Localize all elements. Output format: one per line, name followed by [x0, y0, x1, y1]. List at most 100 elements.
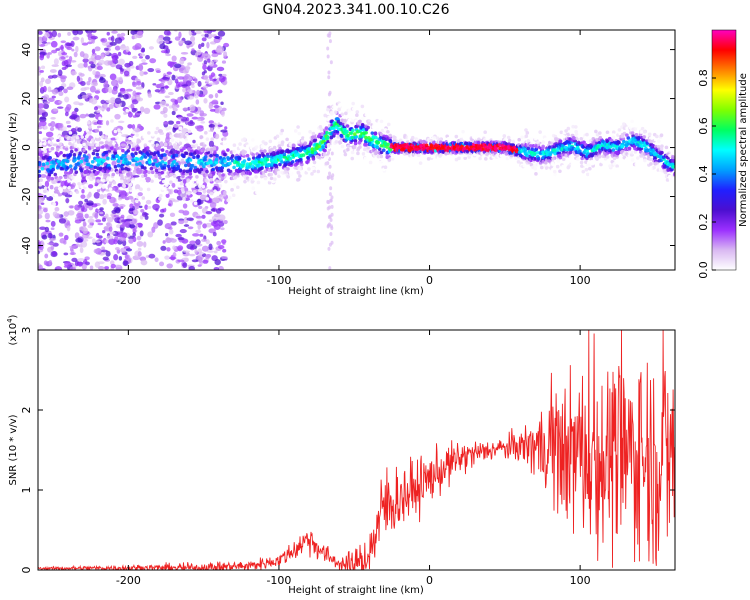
spectrogram-cell	[574, 125, 578, 129]
spectrogram-cell	[114, 113, 121, 120]
spectrogram-cell	[337, 103, 342, 108]
spectrogram-cell	[213, 105, 220, 109]
spectrogram-cell	[229, 135, 233, 140]
spectrogram-cell	[67, 185, 71, 190]
spectrogram-cell	[98, 127, 103, 132]
spectrogram-cell	[99, 172, 103, 176]
spectrogram-cell	[324, 161, 329, 166]
spectrogram-cell	[182, 250, 191, 253]
spectrogram-cell	[374, 122, 378, 126]
spectrogram-cell	[59, 75, 67, 80]
spectrogram-cell	[288, 157, 293, 161]
spectrogram-cell	[83, 238, 89, 242]
spectrogram-cell	[49, 126, 55, 132]
spectrogram-cell	[74, 170, 79, 174]
spectrogram-cell	[561, 143, 565, 148]
spectrogram-cell	[324, 126, 329, 130]
spectrogram-cell	[533, 166, 537, 171]
spectrogram-cell	[658, 175, 663, 180]
spectrogram-cell	[525, 153, 529, 158]
spectrogram-cell	[65, 166, 70, 170]
spectrogram-cell	[381, 148, 386, 152]
spectrogram-cell	[393, 135, 397, 140]
spectrogram-cell	[218, 214, 226, 221]
spectrogram-cell	[633, 150, 638, 154]
spectrogram-cell	[127, 112, 133, 118]
spectrogram-cell	[638, 147, 642, 151]
spectrogram-cell	[172, 159, 177, 164]
spectrogram-cell	[189, 166, 193, 171]
spectrogram-cell	[39, 54, 45, 61]
spectrogram-cell	[38, 182, 43, 187]
spectrogram-cell	[223, 42, 230, 48]
spectrogram-cell	[65, 120, 71, 124]
spectrogram-cell	[439, 140, 443, 145]
spectrogram-cell	[180, 188, 185, 192]
spectrogram-cell	[44, 180, 50, 188]
spectrogram-cell	[285, 137, 289, 142]
spectrogram-cell	[274, 168, 279, 172]
spectrogram-cell	[144, 204, 149, 210]
spectrogram-cell	[116, 159, 121, 163]
spectrogram-cell	[158, 175, 162, 180]
spectrogram-cell	[209, 108, 216, 112]
spectrogram-cell	[634, 126, 638, 131]
spectrogram-cell	[320, 111, 324, 115]
spectrogram-cell	[326, 107, 330, 112]
spectrogram-cell	[72, 30, 79, 36]
spectrogram-cell	[434, 143, 439, 147]
spectrogram-cell	[143, 107, 151, 115]
spectrogram-cell	[205, 137, 210, 141]
spectrogram-cell	[63, 175, 68, 180]
spectrogram-cell	[247, 157, 251, 162]
spectrogram-cell	[48, 259, 53, 266]
spectrogram-cell	[196, 154, 200, 159]
spectrogram-cell	[168, 105, 173, 109]
spectrogram-cell	[91, 175, 96, 180]
spectrogram-cell	[187, 191, 191, 196]
spectrogram-cell	[68, 170, 73, 175]
spectrogram-cell	[115, 64, 123, 70]
spectrogram-cell	[404, 158, 409, 163]
spectrogram-cell	[74, 107, 79, 113]
spectrogram-cell	[74, 219, 82, 224]
spectrogram-cell	[178, 126, 183, 131]
spectrogram-cell	[157, 145, 162, 150]
spectrogram-cell	[508, 151, 512, 155]
spectrogram-cell	[140, 259, 148, 266]
spectrogram-cell	[631, 134, 635, 138]
spectrogram-cell	[114, 97, 122, 105]
spectrogram-cell	[432, 136, 437, 140]
spectrogram-cell	[463, 156, 468, 160]
spectrogram-cell	[640, 144, 644, 149]
spectrogram-cell	[76, 30, 84, 35]
spectrogram-cell	[159, 141, 164, 148]
spectrogram-cell	[190, 179, 195, 184]
spectrogram-cell	[185, 169, 190, 174]
spectrogram-cell	[233, 182, 237, 187]
spectrogram-cell	[203, 60, 208, 65]
spectrogram-cell	[45, 202, 50, 206]
spectrogram-cell	[157, 172, 162, 177]
spectrogram-cell	[65, 42, 72, 47]
spectrogram-cell	[165, 190, 169, 195]
spectrogram-cell	[199, 233, 204, 237]
spectrogram-cell	[51, 164, 55, 169]
spectrogram-cell	[137, 251, 142, 257]
spectrogram-cell	[561, 134, 566, 139]
spectrogram-cell	[121, 219, 127, 223]
spectrogram-cell	[348, 115, 353, 119]
spectrogram-cell	[126, 167, 131, 172]
spectrogram-cell	[352, 107, 356, 111]
spectrogram-cell	[601, 133, 606, 138]
spectrogram-cell	[329, 232, 333, 237]
spectrogram-cell	[176, 150, 180, 155]
spectrogram-cell	[543, 137, 548, 142]
spectrogram-cell	[547, 145, 552, 149]
spectrogram-cell	[64, 194, 73, 198]
spectrogram-cell	[55, 147, 60, 152]
spectrogram-cell	[142, 179, 147, 183]
spectrogram-cell	[156, 37, 164, 45]
spectrogram-cell	[63, 88, 68, 94]
spectrogram-cell	[117, 128, 121, 132]
